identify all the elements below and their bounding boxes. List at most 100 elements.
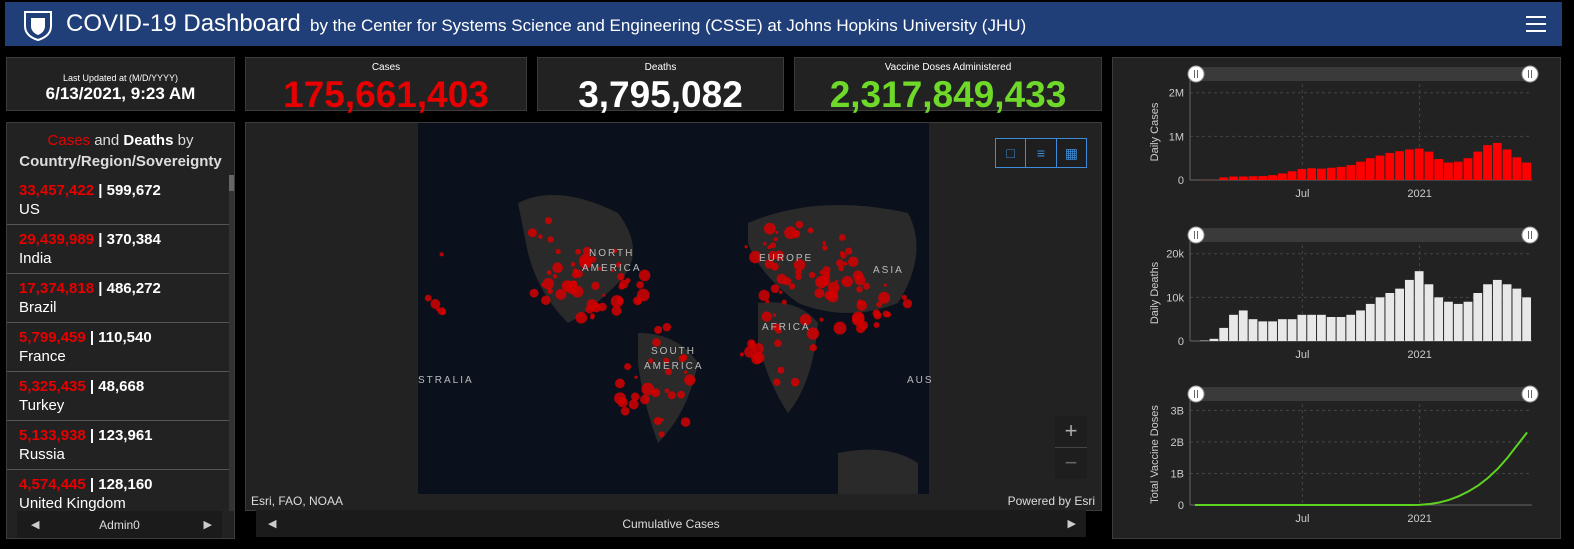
map-dot — [617, 272, 625, 281]
map-dot — [814, 288, 825, 299]
basemap-button[interactable]: ▦ — [1064, 145, 1078, 161]
map-label: EUROPE — [759, 253, 814, 264]
stat-label: Vaccine Doses Administered — [884, 62, 1012, 73]
map-dot — [807, 227, 814, 234]
map-dot — [664, 368, 673, 376]
map-dot — [749, 250, 762, 264]
map-dot — [662, 357, 670, 365]
map-dot — [765, 299, 770, 304]
map-dot — [751, 353, 763, 365]
map-dot — [795, 273, 802, 281]
stat-value: 175,661,403 — [283, 74, 489, 115]
map-dot — [680, 354, 688, 362]
map-dot — [640, 394, 650, 405]
map-dot — [838, 265, 845, 272]
country-row[interactable]: 17,374,818 | 486,272 Brazil — [7, 273, 229, 323]
map-dot — [652, 338, 661, 347]
stat-label: Deaths — [644, 62, 677, 73]
bookmark-button[interactable]: □ — [996, 139, 1027, 167]
map-dot — [761, 311, 772, 322]
map-dot — [773, 378, 781, 386]
menu-button[interactable] — [1525, 14, 1547, 34]
scrollbar-thumb[interactable] — [229, 175, 234, 191]
map-dot — [611, 305, 622, 316]
map-dot — [654, 325, 663, 334]
list-heading-and: and — [94, 132, 120, 149]
map-dot — [658, 431, 665, 438]
map-dot — [615, 378, 625, 389]
map-dot — [863, 282, 870, 290]
map-dot — [680, 417, 691, 427]
map-dot — [630, 392, 640, 401]
stat-panel: Vaccine Doses Administered 2,317,849,433 — [794, 57, 1102, 115]
map-dot — [841, 279, 845, 284]
map-dot — [439, 252, 444, 257]
map-dot — [841, 275, 853, 288]
scrollbar[interactable] — [229, 175, 234, 511]
map-dot — [775, 230, 779, 234]
country-cases: 5,799,459 | 110,540 — [19, 329, 152, 346]
country-row[interactable]: 29,439,989 | 370,384 India — [7, 224, 229, 274]
map-dot — [641, 382, 655, 396]
map-label: AMERICA — [582, 263, 642, 274]
map-dot — [795, 220, 804, 229]
map-dot — [579, 253, 592, 266]
next-button[interactable]: ▶ — [1067, 518, 1076, 530]
map-dot — [664, 388, 670, 394]
map-dot — [424, 294, 432, 302]
map-dot — [822, 241, 827, 245]
country-list: 33,457,422 | 599,672 US 29,439,989 | 370,3… — [7, 175, 229, 511]
country-deaths: 123,961 — [98, 427, 153, 444]
map[interactable] — [418, 123, 929, 494]
list-heading-deaths: Deaths — [123, 132, 174, 149]
map-dot — [590, 315, 595, 320]
map-dot — [653, 416, 662, 426]
map-label: AUS — [907, 375, 934, 386]
map-panel: NORTH AMERICA EUROPE ASIA AFRICA SOUTH A… — [245, 122, 1102, 511]
country-row[interactable]: 33,457,422 | 599,672 US — [7, 175, 229, 225]
prev-button[interactable]: ◀ — [268, 518, 277, 530]
map-dot — [819, 270, 824, 275]
list-heading-cases: Cases — [47, 132, 91, 149]
map-dot — [883, 283, 887, 287]
list-footer-label: Admin0 — [99, 518, 140, 532]
map-dot — [793, 259, 806, 271]
map-dot — [547, 236, 554, 243]
separator: | — [85, 476, 99, 493]
country-row[interactable]: 5,799,459 | 110,540 France — [7, 322, 229, 372]
map-dot — [552, 262, 563, 274]
stat-value: 2,317,849,433 — [829, 74, 1067, 115]
prev-button[interactable]: ◀ — [31, 519, 40, 531]
map-attribution: Esri, FAO, NOAA — [251, 494, 344, 508]
next-button[interactable]: ▶ — [203, 519, 212, 531]
map-dot — [843, 261, 848, 266]
map-dot — [684, 370, 688, 374]
map-dot — [652, 389, 657, 394]
map-dot — [774, 339, 782, 348]
country-name: United Kingdom — [19, 495, 126, 511]
map-dot — [799, 314, 812, 326]
country-cases: 4,574,445 | 128,160 — [19, 476, 153, 493]
map-dot — [634, 375, 638, 379]
list-heading-by: by — [177, 132, 194, 149]
map-dot — [901, 294, 907, 301]
country-cases: 33,457,422 | 599,672 — [19, 182, 161, 199]
zoom-in[interactable]: + — [1055, 416, 1087, 448]
zoom-out[interactable]: − — [1064, 450, 1078, 475]
map-dot — [873, 321, 880, 328]
country-row[interactable]: 4,574,445 | 128,160 United Kingdom — [7, 469, 229, 511]
map-dot — [876, 301, 883, 308]
map-dot — [538, 234, 543, 239]
legend-button[interactable]: ≡ — [1026, 139, 1057, 167]
map-dot — [616, 296, 624, 305]
country-deaths: 370,384 — [106, 231, 161, 248]
country-name: Russia — [19, 446, 65, 463]
country-row[interactable]: 5,133,938 | 123,961 Russia — [7, 420, 229, 470]
map-dot — [636, 288, 650, 302]
country-list-panel: Cases and Deaths by Country/Region/Sover… — [6, 122, 235, 539]
country-cases: 5,325,435 | 48,668 — [19, 378, 145, 395]
map-dot — [809, 271, 816, 279]
map-dot — [763, 222, 776, 235]
map-dot — [552, 274, 558, 279]
country-row[interactable]: 5,325,435 | 48,668 Turkey — [7, 371, 229, 421]
